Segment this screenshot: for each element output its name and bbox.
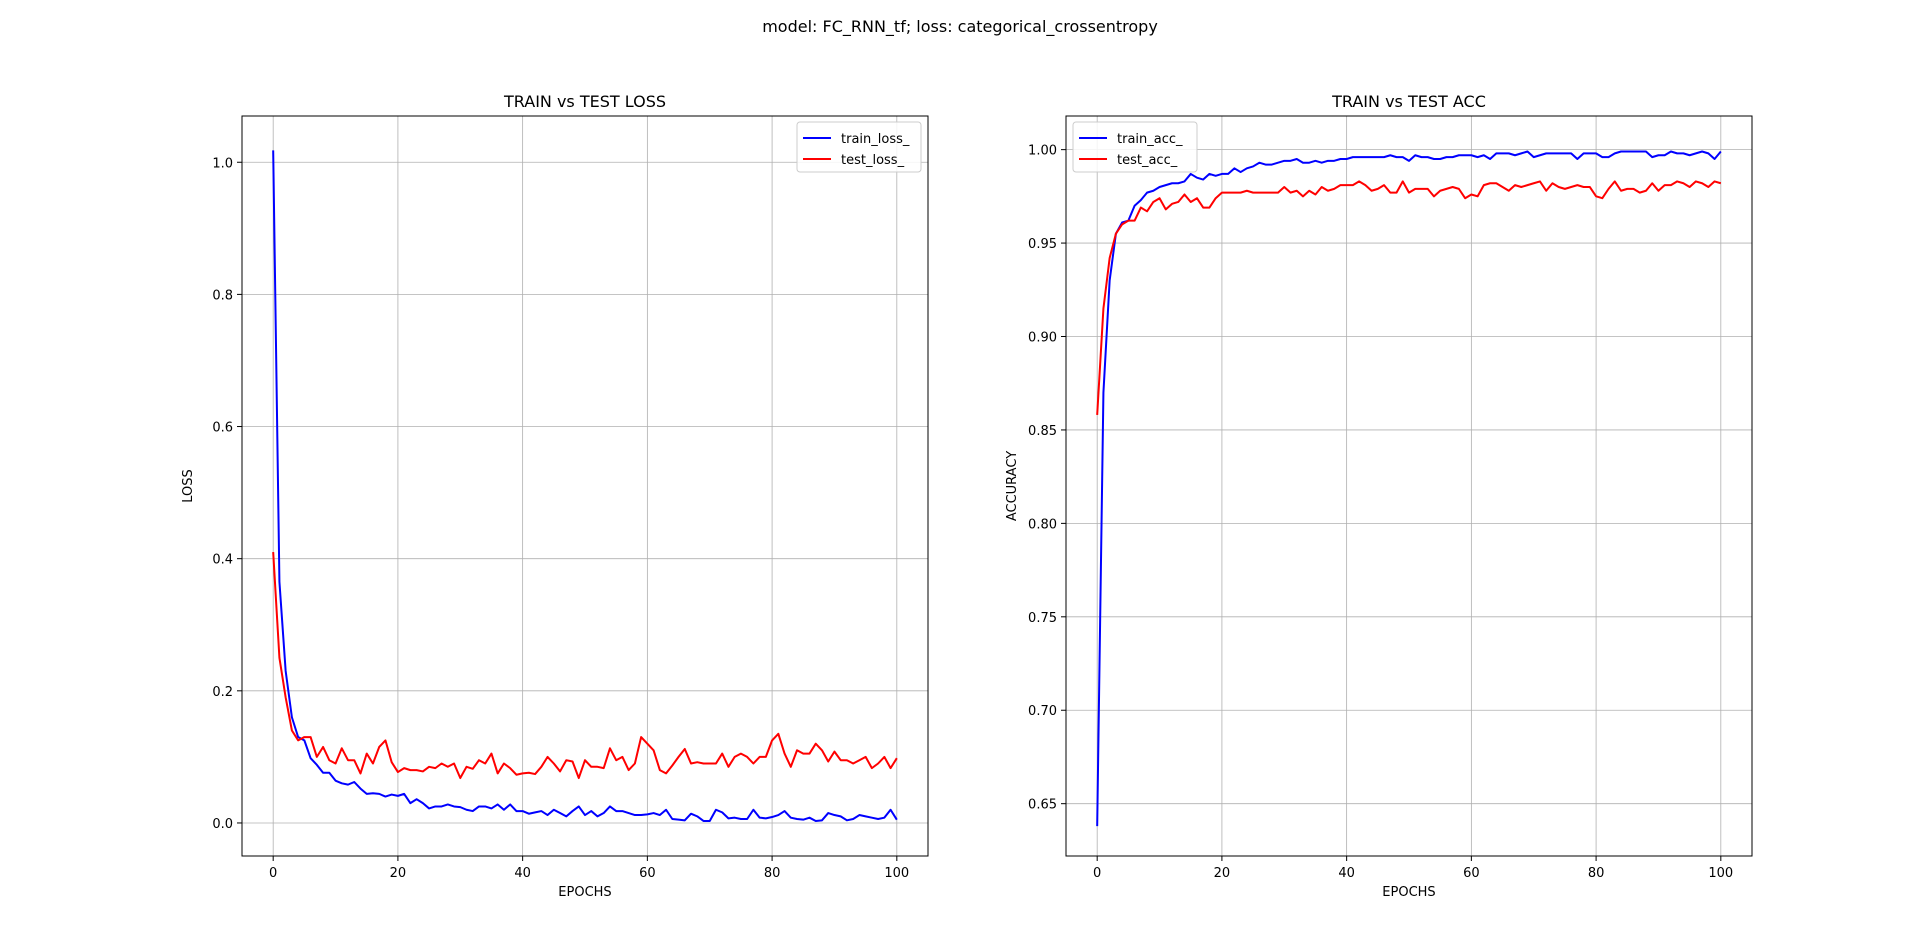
accuracy-ytick-label: 1.00 bbox=[1028, 144, 1057, 159]
loss-xtick-label: 60 bbox=[639, 866, 656, 881]
loss-xtick-label: 100 bbox=[884, 866, 909, 881]
loss-axes: 0 20 40 60 80 100 0.0 0.2 0.4 0.6 0.8 1.0 TRAIN vs T… bbox=[181, 92, 929, 900]
accuracy-ytick-label: 0.85 bbox=[1028, 424, 1057, 439]
loss-axes-frame bbox=[241, 115, 929, 857]
loss-ytick-label: 1.0 bbox=[212, 156, 233, 171]
loss-ytick-label: 0.2 bbox=[212, 685, 233, 700]
loss-ytick-label: 0.0 bbox=[212, 817, 233, 832]
loss-xtick-label: 80 bbox=[764, 866, 781, 881]
loss-series-test-loss-line bbox=[272, 552, 898, 780]
accuracy-ytick-label: 0.75 bbox=[1028, 611, 1057, 626]
accuracy-axes-frame bbox=[1065, 115, 1753, 857]
accuracy-series-train-acc-line bbox=[1096, 150, 1722, 827]
accuracy-xtick-label: 60 bbox=[1463, 866, 1480, 881]
accuracy-legend: train_acc_ test_acc_ bbox=[1072, 121, 1198, 173]
loss-xtick-label: 40 bbox=[514, 866, 531, 881]
accuracy-xtick-label: 20 bbox=[1214, 866, 1231, 881]
loss-ytick-label: 0.4 bbox=[212, 553, 233, 568]
figure-suptitle: model: FC_RNN_tf; loss: categorical_cros… bbox=[762, 17, 1158, 37]
accuracy-xtick-label: 40 bbox=[1338, 866, 1355, 881]
accuracy-axes: 0 20 40 60 80 100 0.65 0.70 0.75 0.80 0.85 0.90 0.95… bbox=[1005, 92, 1753, 900]
accuracy-ytick-label: 0.80 bbox=[1028, 517, 1057, 532]
accuracy-legend-label: train_acc_ bbox=[1117, 132, 1183, 147]
accuracy-series-test-acc-line bbox=[1096, 180, 1722, 416]
loss-xtick-label: 0 bbox=[269, 866, 277, 881]
loss-ytick-label: 0.6 bbox=[212, 421, 233, 436]
accuracy-ytick-label: 0.95 bbox=[1028, 237, 1057, 252]
loss-legend-label: train_loss_ bbox=[841, 132, 910, 147]
accuracy-ytick-label: 0.90 bbox=[1028, 331, 1057, 346]
accuracy-ytick-label: 0.65 bbox=[1028, 798, 1057, 813]
loss-legend: train_loss_ test_loss_ bbox=[796, 121, 922, 173]
loss-series-train-loss-line bbox=[272, 150, 898, 822]
accuracy-ytick-label: 0.70 bbox=[1028, 704, 1057, 719]
accuracy-xtick-label: 100 bbox=[1708, 866, 1733, 881]
accuracy-x-axis-label: EPOCHS bbox=[1382, 885, 1435, 900]
loss-ytick-label: 0.8 bbox=[212, 288, 233, 303]
loss-x-axis-label: EPOCHS bbox=[558, 885, 611, 900]
loss-legend-label: test_loss_ bbox=[841, 153, 905, 168]
accuracy-axes-title: TRAIN vs TEST ACC bbox=[1331, 92, 1486, 111]
accuracy-xtick-label: 80 bbox=[1588, 866, 1605, 881]
accuracy-legend-label: test_acc_ bbox=[1117, 153, 1178, 168]
accuracy-xtick-label: 0 bbox=[1093, 866, 1101, 881]
loss-xtick-label: 20 bbox=[390, 866, 407, 881]
loss-axes-title: TRAIN vs TEST LOSS bbox=[503, 92, 666, 111]
loss-y-axis-label: LOSS bbox=[181, 469, 196, 503]
accuracy-y-axis-label: ACCURACY bbox=[1005, 451, 1020, 521]
